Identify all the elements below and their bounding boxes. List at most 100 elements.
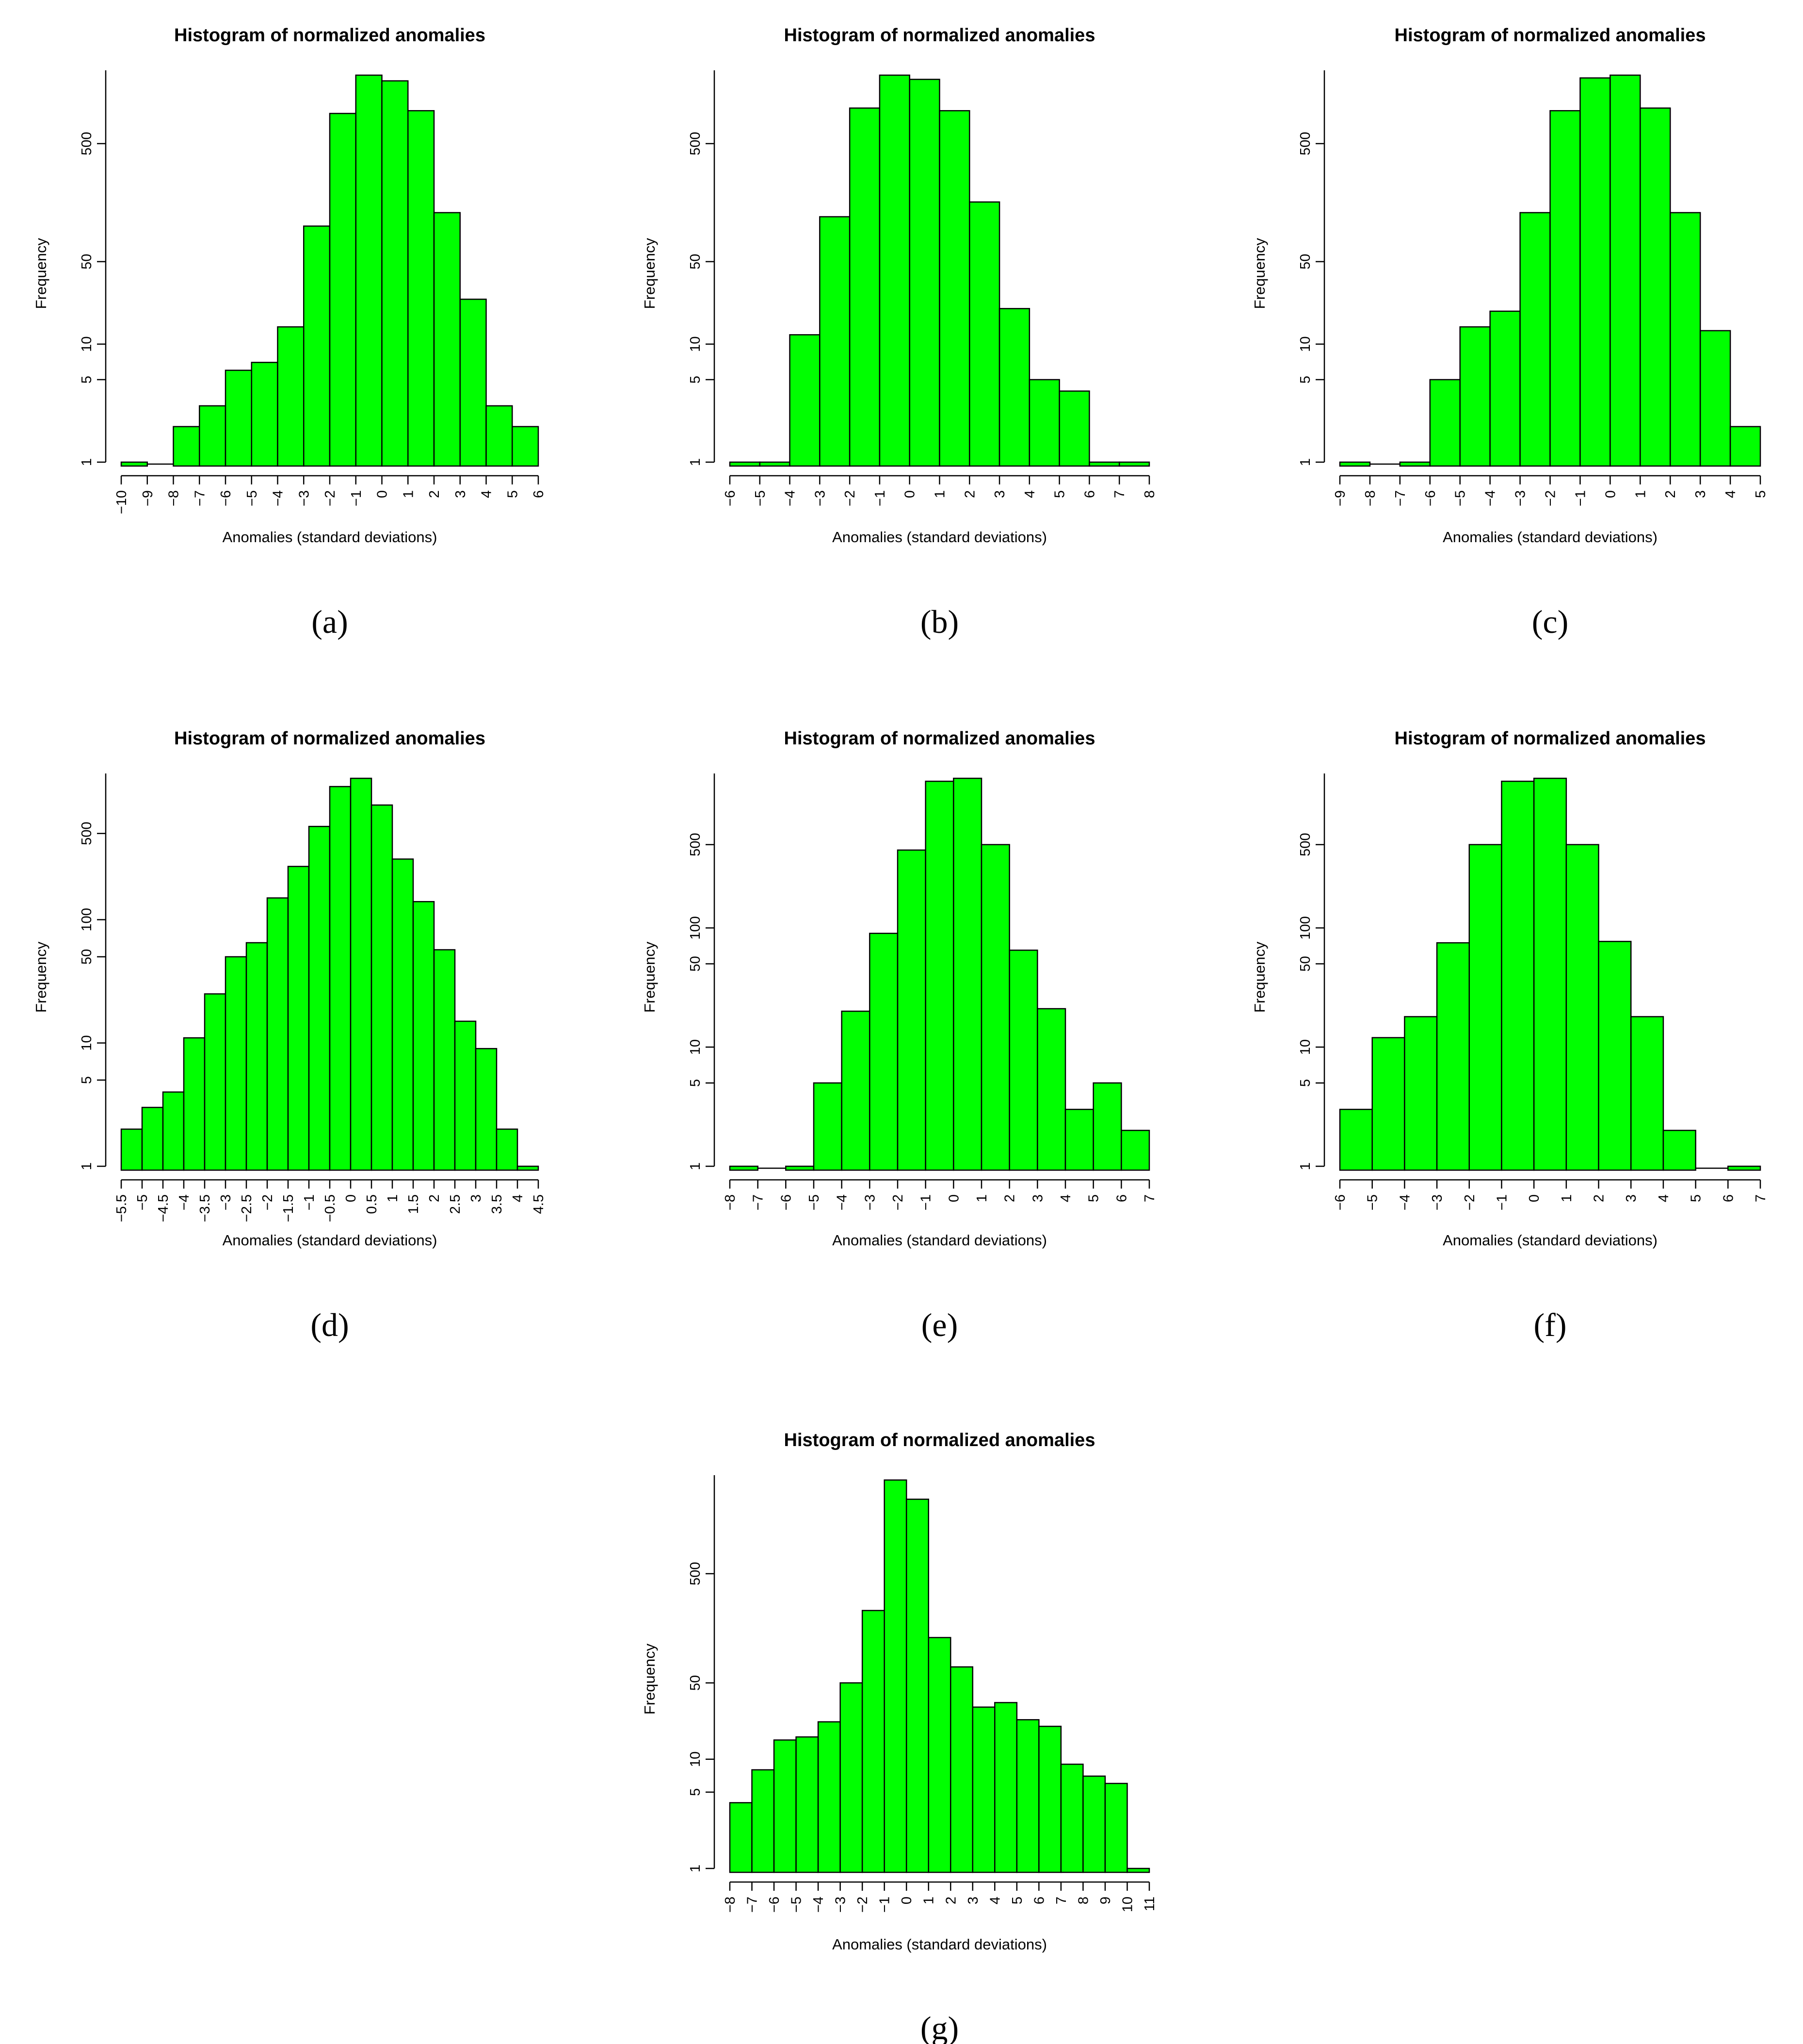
- histogram-bar: [998, 308, 1030, 467]
- x-tick-label: 4: [1022, 490, 1038, 498]
- x-tick-label: −4.5: [156, 1194, 171, 1222]
- y-tick-label: 50: [688, 956, 703, 971]
- x-tick-label: 6: [1721, 1194, 1736, 1202]
- x-tick-label: 1: [401, 490, 416, 498]
- x-tick-label: 6: [1031, 1897, 1047, 1904]
- y-tick-label: 100: [688, 916, 703, 939]
- x-axis-label: Anomalies (standard deviations): [832, 1936, 1047, 1953]
- y-tick-label: 5: [1298, 376, 1313, 384]
- x-tick-label: −2: [322, 490, 338, 506]
- histogram-bar: [897, 849, 926, 1171]
- histogram-bar: [496, 1128, 518, 1171]
- histogram-bar: [1089, 461, 1120, 467]
- x-tick-label: −4: [835, 1194, 850, 1210]
- histogram-bar: [1598, 941, 1632, 1171]
- y-tick-label: 1: [79, 1162, 95, 1170]
- x-tick-label: −5: [753, 490, 768, 506]
- y-tick-label: 50: [1298, 254, 1313, 269]
- x-tick-label: −1: [877, 1897, 893, 1913]
- histogram-bar: [729, 461, 761, 467]
- y-tick-label: 1: [1298, 1162, 1313, 1170]
- x-tick-label: −7: [745, 1897, 760, 1913]
- histogram-bar: [1699, 330, 1731, 467]
- y-tick-label: 10: [688, 336, 703, 352]
- histogram-bar: [1399, 461, 1431, 467]
- x-tick-label: 0: [1527, 1194, 1542, 1202]
- histogram-bar: [370, 804, 393, 1171]
- x-tick-label: 0: [946, 1194, 962, 1202]
- x-axis-label: Anomalies (standard deviations): [832, 1232, 1047, 1249]
- y-tick-label: 50: [79, 254, 95, 269]
- histogram-bar: [412, 901, 435, 1171]
- panel-caption: (f): [1534, 1306, 1567, 1343]
- x-tick-label: −7: [192, 490, 208, 506]
- y-tick-label: 10: [1298, 1039, 1313, 1055]
- x-tick-label: −5.5: [114, 1194, 129, 1222]
- x-tick-label: −8: [723, 1194, 738, 1210]
- histogram-bar: [751, 1769, 775, 1873]
- histogram-bar: [1118, 461, 1150, 467]
- histogram-bar: [905, 1498, 929, 1873]
- x-tick-label: −7: [751, 1194, 766, 1210]
- x-tick-label: 4: [987, 1897, 1003, 1904]
- x-tick-label: 0: [1603, 490, 1618, 498]
- histogram-bar: [433, 949, 456, 1171]
- x-tick-label: 1: [1559, 1194, 1575, 1202]
- x-tick-label: 2: [962, 490, 978, 498]
- histogram-bar: [1060, 1763, 1084, 1873]
- histogram-bar: [817, 1721, 841, 1873]
- histogram-panel-c: 1 5 10 50 500 −9 −8 −7 −6 −5 −4 −3 −2 −1 0 1 2 3 4 5 Histogr…: [1251, 25, 1769, 640]
- x-tick-label: 1: [974, 1194, 990, 1202]
- histogram-panel-e: 1 5 10 50 100 500 −8 −7 −6 −5 −4 −3 −2 −1 0 1 2 3 4 5 6 7 Hist…: [641, 728, 1158, 1343]
- y-tick-label: 5: [688, 1788, 703, 1796]
- x-tick-label: 1: [921, 1897, 937, 1904]
- x-tick-label: −10: [114, 490, 129, 514]
- x-tick-label: 0: [902, 490, 918, 498]
- x-tick-label: 3: [992, 490, 1008, 498]
- histogram-bar: [162, 1091, 185, 1171]
- panel-caption: (b): [920, 603, 959, 640]
- y-tick-label: 10: [79, 336, 95, 352]
- x-tick-label: −4: [1483, 490, 1498, 506]
- histogram-bar: [773, 1739, 797, 1873]
- x-tick-label: 5: [1052, 490, 1068, 498]
- histogram-bar: [849, 107, 881, 467]
- y-axis-label: Frequency: [1251, 941, 1268, 1013]
- histogram-bar: [839, 1682, 863, 1873]
- histogram-bar: [1468, 844, 1502, 1171]
- x-tick-label: −0.5: [322, 1194, 338, 1222]
- histogram-bar: [266, 897, 289, 1171]
- y-tick-label: 1: [688, 1162, 703, 1170]
- histogram-bar: [1371, 1037, 1405, 1171]
- histogram-bar: [1104, 1783, 1128, 1873]
- x-tick-label: −3: [296, 490, 312, 506]
- y-axis-label: Frequency: [641, 941, 658, 1013]
- x-tick-label: 0: [375, 490, 390, 498]
- histogram-bar: [350, 777, 372, 1171]
- histogram-bar: [1519, 212, 1551, 467]
- x-tick-label: −4: [783, 490, 798, 506]
- histogram-bar: [759, 461, 790, 467]
- x-tick-label: 2: [427, 490, 442, 498]
- x-tick-label: 4: [1058, 1194, 1074, 1202]
- x-tick-label: −9: [1333, 490, 1348, 506]
- x-tick-label: −1: [918, 1194, 934, 1210]
- x-tick-label: 3: [1693, 490, 1708, 498]
- histogram-bar: [841, 1011, 870, 1171]
- y-tick-label: 5: [688, 376, 703, 384]
- histogram-bar: [861, 1609, 885, 1873]
- x-tick-label: −3: [862, 1194, 878, 1210]
- y-axis-label: Frequency: [641, 238, 658, 309]
- x-tick-label: 7: [1054, 1897, 1069, 1904]
- histogram-bar: [1404, 1016, 1438, 1171]
- x-tick-label: 9: [1098, 1897, 1113, 1904]
- y-tick-label: 10: [688, 1752, 703, 1767]
- chart-title: Histogram of normalized anomalies: [1395, 25, 1706, 46]
- chart-title: Histogram of normalized anomalies: [784, 1430, 1095, 1450]
- x-tick-label: −1.5: [281, 1194, 296, 1222]
- x-tick-label: −2: [1462, 1194, 1478, 1210]
- y-axis-label: Frequency: [32, 941, 49, 1013]
- histogram-bar: [454, 1020, 477, 1171]
- x-tick-label: −1: [349, 490, 364, 506]
